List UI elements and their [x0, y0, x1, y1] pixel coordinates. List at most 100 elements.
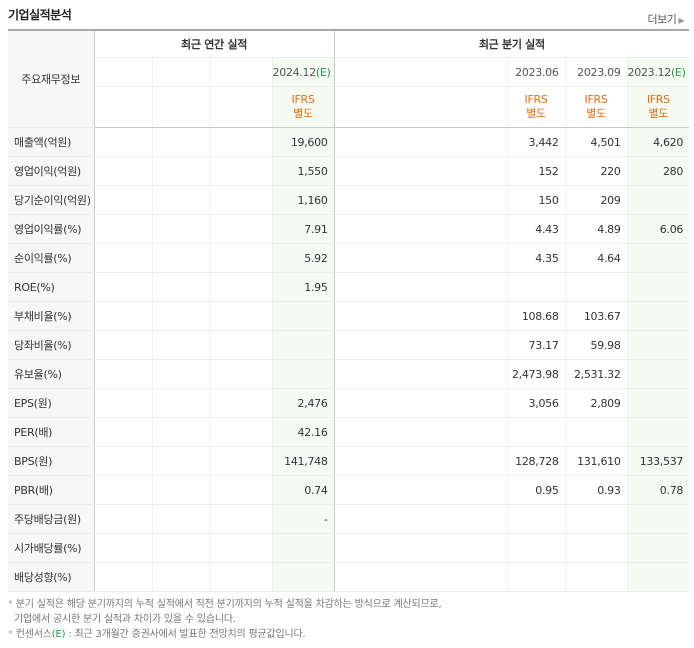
footnote-continuation: 기업에서 공시한 분기 실적과 차이가 있을 수 있습니다. — [14, 614, 236, 625]
row-label: 당기순이익(억원) — [8, 185, 95, 215]
quarter-value: 2,531.32 — [565, 359, 628, 389]
annual-value: 1,160 — [272, 185, 335, 215]
financial-table: 주요재무정보 최근 연간 실적 최근 분기 실적 2024.12(E) 2023… — [8, 29, 690, 592]
quarter-date-header: 2023.09 — [565, 57, 628, 87]
annual-value — [272, 359, 335, 389]
quarter-value: 103.67 — [565, 301, 628, 331]
quarter-value — [627, 185, 690, 215]
quarter-value: 6.06 — [627, 214, 690, 244]
quarter-value — [627, 504, 690, 534]
annual-value: 0.74 — [272, 475, 335, 505]
quarter-value: 4,620 — [627, 127, 690, 157]
annual-value: - — [272, 504, 335, 534]
quarter-value: 150 — [507, 185, 566, 215]
quarter-value — [507, 272, 566, 302]
row-label: BPS(원) — [8, 446, 95, 476]
quarter-value: 3,056 — [507, 388, 566, 418]
row-label: 순이익률(%) — [8, 243, 95, 273]
table-row: 순이익률(%) 5.92 4.35 4.64 — [8, 243, 690, 273]
annual-date-header: 2024.12(E) — [272, 57, 335, 87]
table-row: 배당성향(%) — [8, 562, 690, 592]
table-row: ROE(%) 1.95 — [8, 272, 690, 302]
quarter-value — [627, 388, 690, 418]
quarter-value — [627, 272, 690, 302]
quarter-group-header: 최근 분기 실적 — [334, 30, 690, 58]
table-row: 시가배당률(%) — [8, 533, 690, 563]
table-row: BPS(원) 141,748 128,728 131,610 133,537 — [8, 446, 690, 476]
row-label: 시가배당률(%) — [8, 533, 95, 563]
quarter-value: 0.78 — [627, 475, 690, 505]
annual-value — [272, 330, 335, 360]
quarter-value: 133,537 — [627, 446, 690, 476]
quarter-value — [627, 243, 690, 273]
quarter-value: 108.68 — [507, 301, 566, 331]
quarter-value: 4.89 — [565, 214, 628, 244]
quarter-value — [627, 562, 690, 592]
quarter-value: 59.98 — [565, 330, 628, 360]
more-link-label: 더보기 — [647, 13, 677, 26]
footnotes: * 분기 실적은 해당 분기까지의 누적 실적에서 직전 분기까지의 누적 실적… — [8, 597, 442, 642]
table-row: 주당배당금(원) - — [8, 504, 690, 534]
row-label: 주당배당금(원) — [8, 504, 95, 534]
quarter-value: 4.64 — [565, 243, 628, 273]
estimate-mark: (E) — [670, 65, 686, 79]
annual-value — [272, 533, 335, 563]
quarter-value — [565, 272, 628, 302]
table-row: 부채비율(%) 108.68 103.67 — [8, 301, 690, 331]
row-label: 배당성향(%) — [8, 562, 95, 592]
quarter-value — [627, 417, 690, 447]
annual-value: 42.16 — [272, 417, 335, 447]
row-label: 당좌비율(%) — [8, 330, 95, 360]
footnote: * 분기 실적은 해당 분기까지의 누적 실적에서 직전 분기까지의 누적 실적… — [8, 599, 442, 610]
estimate-mark: (E) — [51, 629, 66, 640]
quarter-value — [507, 417, 566, 447]
table-row: PER(배) 42.16 — [8, 417, 690, 447]
annual-value — [272, 562, 335, 592]
quarter-value — [507, 504, 566, 534]
table-row: 영업이익(억원) 1,550 152 220 280 — [8, 156, 690, 186]
row-label: 부채비율(%) — [8, 301, 95, 331]
section-title: 기업실적분석 — [8, 8, 72, 22]
ifrs-badge: IFRS 별도 — [565, 86, 628, 128]
quarter-value: 0.93 — [565, 475, 628, 505]
footnote: * 컨센서스(E) : 최근 3개월간 증권사에서 발표한 전망치의 평균값입니… — [8, 629, 306, 640]
table-row: 당기순이익(억원) 1,160 150 209 — [8, 185, 690, 215]
chevron-right-icon: ▶ — [678, 16, 684, 25]
quarter-date-header: 2023.06 — [507, 57, 566, 87]
quarter-value: 2,473.98 — [507, 359, 566, 389]
ifrs-badge: IFRS 별도 — [627, 86, 690, 128]
annual-value — [272, 301, 335, 331]
annual-value: 2,476 — [272, 388, 335, 418]
annual-value: 5.92 — [272, 243, 335, 273]
quarter-value — [565, 417, 628, 447]
quarter-date-header: 2023.12(E) — [627, 57, 690, 87]
quarter-value: 4.43 — [507, 214, 566, 244]
quarter-value: 73.17 — [507, 330, 566, 360]
row-label: PBR(배) — [8, 475, 95, 505]
quarter-value — [627, 301, 690, 331]
row-label-header: 주요재무정보 — [8, 30, 95, 128]
ifrs-badge: IFRS 별도 — [272, 86, 335, 128]
annual-value: 1.95 — [272, 272, 335, 302]
table-row: PBR(배) 0.74 0.95 0.93 0.78 — [8, 475, 690, 505]
estimate-mark: (E) — [315, 65, 331, 79]
more-link[interactable]: 더보기 ▶ — [647, 11, 684, 27]
quarter-value — [565, 533, 628, 563]
quarter-value: 2,809 — [565, 388, 628, 418]
ifrs-badge: IFRS 별도 — [507, 86, 566, 128]
row-label: ROE(%) — [8, 272, 95, 302]
row-label: EPS(원) — [8, 388, 95, 418]
quarter-value — [507, 533, 566, 563]
quarter-value: 4,501 — [565, 127, 628, 157]
quarter-value: 152 — [507, 156, 566, 186]
table-row: 유보율(%) 2,473.98 2,531.32 — [8, 359, 690, 389]
quarter-value — [565, 504, 628, 534]
row-label: 매출액(억원) — [8, 127, 95, 157]
table-row: 매출액(억원) 19,600 3,442 4,501 4,620 — [8, 127, 690, 157]
table-row: EPS(원) 2,476 3,056 2,809 — [8, 388, 690, 418]
row-label: 영업이익(억원) — [8, 156, 95, 186]
quarter-value: 280 — [627, 156, 690, 186]
annual-value: 141,748 — [272, 446, 335, 476]
quarter-value — [627, 330, 690, 360]
quarter-value — [627, 359, 690, 389]
